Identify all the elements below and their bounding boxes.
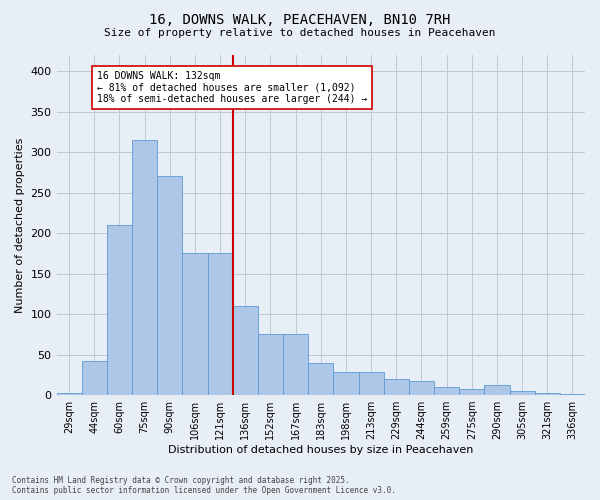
Bar xyxy=(82,361,107,395)
Bar xyxy=(535,394,560,395)
Bar xyxy=(509,391,535,395)
Bar xyxy=(560,394,585,395)
Bar xyxy=(308,362,334,395)
Bar xyxy=(409,380,434,395)
Bar xyxy=(484,384,509,395)
Bar xyxy=(383,379,409,395)
Bar xyxy=(208,254,233,395)
Text: Contains HM Land Registry data © Crown copyright and database right 2025.
Contai: Contains HM Land Registry data © Crown c… xyxy=(12,476,396,495)
Bar xyxy=(434,387,459,395)
Text: 16, DOWNS WALK, PEACEHAVEN, BN10 7RH: 16, DOWNS WALK, PEACEHAVEN, BN10 7RH xyxy=(149,12,451,26)
Bar xyxy=(459,388,484,395)
Bar xyxy=(157,176,182,395)
Bar xyxy=(107,225,132,395)
Bar xyxy=(283,334,308,395)
Bar xyxy=(56,394,82,395)
Bar xyxy=(233,306,258,395)
Text: Size of property relative to detached houses in Peacehaven: Size of property relative to detached ho… xyxy=(104,28,496,38)
Text: 16 DOWNS WALK: 132sqm
← 81% of detached houses are smaller (1,092)
18% of semi-d: 16 DOWNS WALK: 132sqm ← 81% of detached … xyxy=(97,71,367,104)
Bar xyxy=(334,372,359,395)
Y-axis label: Number of detached properties: Number of detached properties xyxy=(15,138,25,312)
Bar xyxy=(359,372,383,395)
Bar xyxy=(132,140,157,395)
Bar xyxy=(182,254,208,395)
Bar xyxy=(258,334,283,395)
X-axis label: Distribution of detached houses by size in Peacehaven: Distribution of detached houses by size … xyxy=(168,445,473,455)
